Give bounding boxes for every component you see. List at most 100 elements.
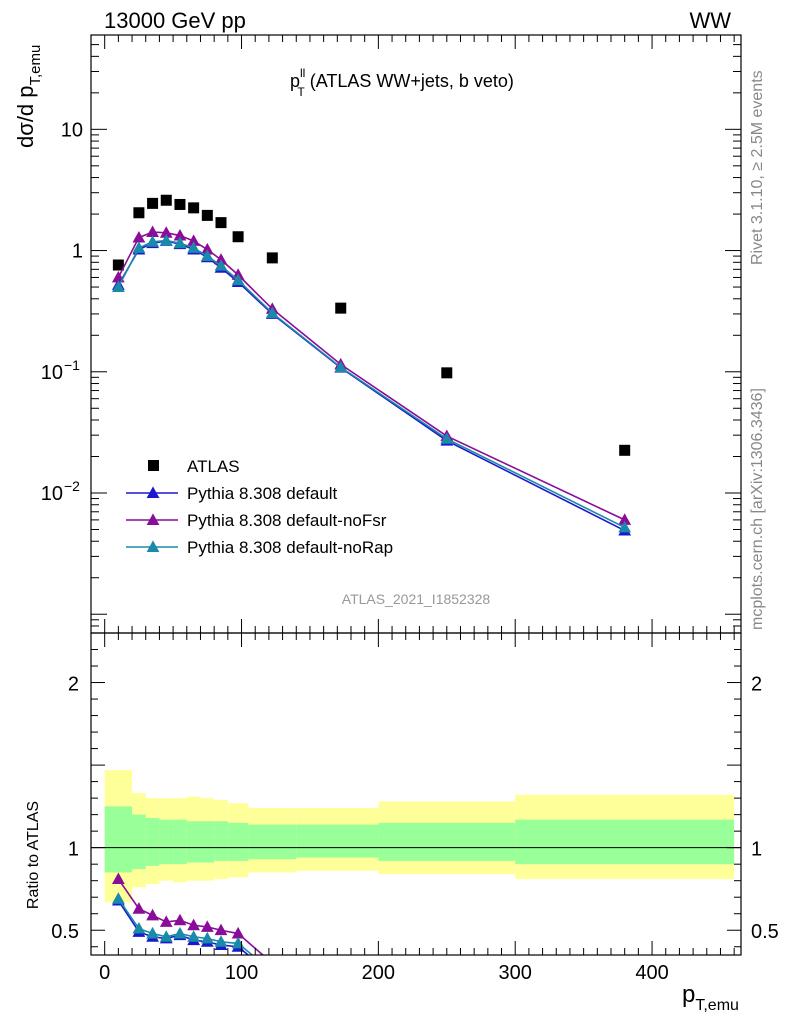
green-band-bin [145, 817, 160, 866]
ratio-y-tick-label-right: 1 [751, 839, 762, 861]
green-band-bin [214, 821, 228, 861]
y-tick-exponent: −2 [64, 478, 80, 494]
ratio-point-2 [200, 931, 214, 944]
legend-label: Pythia 8.308 default-noRap [187, 538, 393, 557]
data-point-atlas [201, 209, 213, 221]
data-point-atlas [188, 202, 200, 214]
data-point-3 [440, 432, 454, 444]
ratio-point-2 [159, 930, 173, 942]
ratio-point-1 [132, 902, 146, 914]
data-point-3 [132, 241, 146, 253]
ratio-uncertainty-bands [104, 770, 735, 903]
green-band-bin [186, 821, 201, 863]
series-line-2 [117, 231, 626, 521]
main-series-group [111, 194, 632, 536]
data-point-3 [618, 520, 632, 533]
ratio-series-line-0 [117, 900, 250, 955]
data-point-3 [334, 360, 348, 373]
data-point-atlas [133, 207, 145, 219]
ratio-point-2 [132, 921, 146, 934]
analysis-id-label: ATLAS_2021_I1852328 [342, 591, 491, 607]
data-point-3 [111, 280, 125, 292]
main-plot-title: pll T (ATLAS WW+jets, b veto) [290, 66, 514, 99]
data-point-atlas [160, 194, 172, 206]
y-tick-label: 10 [41, 362, 63, 384]
legend-marker [146, 486, 160, 498]
data-point-3 [146, 235, 159, 247]
data-point-3 [159, 233, 173, 246]
data-point-atlas [174, 198, 186, 210]
ratio-plot-frame [90, 632, 742, 956]
y-tick-label: 1 [72, 241, 83, 263]
ratio-series-group [111, 872, 265, 955]
legend: ATLAS Pythia 8.308 default Pythia 8.308 de… [126, 457, 393, 557]
legend-marker [146, 513, 160, 525]
green-band-bin [296, 824, 379, 858]
header-process: WW [689, 8, 731, 33]
ratio-series-line-1 [117, 878, 265, 955]
green-band-bin [378, 822, 516, 861]
ratio-point-1 [159, 915, 173, 927]
data-point-atlas [441, 367, 453, 379]
legend-label: Pythia 8.308 default-noFsr [187, 511, 387, 530]
legend-marker [146, 540, 160, 552]
x-axis-label: pT,emu [682, 981, 739, 1014]
data-point-atlas [266, 252, 278, 264]
legend-marker-atlas [148, 460, 159, 471]
header-energy: 13000 GeV pp [104, 8, 246, 33]
ratio-point-2 [214, 935, 228, 947]
x-tick-label: 400 [635, 962, 668, 984]
y-tick-label: 10 [41, 483, 63, 505]
data-point-3 [173, 236, 187, 249]
ratio-point-2 [146, 926, 159, 939]
green-band-bin [132, 814, 146, 870]
ratio-y-tick-label-right: 0.5 [751, 921, 779, 943]
main-y-axis-label: dσ/d pT,emu [13, 45, 44, 148]
ratio-point-1 [111, 872, 125, 884]
ratio-point-1 [200, 920, 214, 932]
green-band-bin [515, 819, 735, 865]
data-point-3 [200, 249, 214, 262]
data-point-3 [214, 259, 228, 271]
data-point-3 [187, 241, 201, 253]
legend-label: Pythia 8.308 default [187, 484, 338, 503]
mcplots-credit-text: mcplots.cern.ch [arXiv:1306.3436] [749, 388, 766, 630]
data-point-atlas [619, 444, 631, 456]
rivet-version-text: Rivet 3.1.10, ≥ 2.5M events [749, 70, 766, 265]
x-tick-label: 300 [499, 962, 532, 984]
ratio-point-1 [187, 918, 201, 931]
ratio-point-2 [111, 892, 125, 904]
data-point-2 [618, 513, 632, 525]
data-point-atlas [215, 217, 227, 229]
data-point-2 [146, 225, 159, 238]
data-point-3 [231, 273, 245, 286]
green-band-bin [248, 824, 297, 860]
legend-label: ATLAS [187, 457, 240, 476]
ratio-y-tick-label-right: 2 [751, 674, 762, 696]
green-band-bin [159, 819, 174, 865]
data-point-2 [132, 230, 146, 243]
ratio-point-1 [146, 908, 159, 921]
ratio-y-tick-label: 2 [68, 674, 79, 696]
ratio-point-2 [173, 926, 187, 939]
data-point-2 [214, 253, 228, 265]
ratio-point-1 [214, 923, 228, 936]
green-band-bin [104, 806, 133, 873]
ratio-point-1 [173, 913, 187, 926]
data-point-atlas [232, 231, 244, 243]
data-point-atlas [112, 259, 124, 271]
green-band-bin [173, 819, 187, 865]
ratio-series-line-2 [117, 898, 254, 955]
ratio-y-tick-label: 0.5 [51, 921, 79, 943]
x-tick-label: 200 [362, 962, 395, 984]
green-band-bin [200, 821, 215, 863]
data-point-3 [265, 306, 279, 319]
ratio-y-axis-label: Ratio to ATLAS [25, 801, 42, 909]
data-point-atlas [335, 302, 347, 314]
x-tick-label: 0 [99, 962, 110, 984]
y-tick-exponent: −1 [64, 357, 80, 373]
x-tick-label: 100 [225, 962, 258, 984]
ratio-point-2 [187, 930, 201, 942]
data-point-2 [173, 228, 187, 241]
